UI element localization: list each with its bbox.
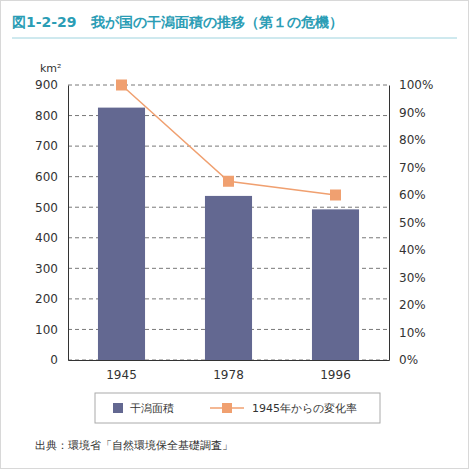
marker (116, 80, 127, 91)
title: 図1-2-29 我が国の干潟面積の推移（第１の危機） (12, 14, 343, 30)
y-tick-label: 400 (35, 231, 58, 245)
title-rule (12, 38, 457, 39)
marker (330, 190, 341, 201)
y-tick: 0 (50, 353, 68, 367)
y-axis-line (68, 86, 69, 361)
bar (205, 196, 252, 360)
y2-tick-label: 80% (399, 133, 426, 147)
y-tick-label: 100 (35, 323, 58, 337)
y2-tick: 60% (389, 188, 426, 202)
y2-tick-label: 100% (399, 78, 433, 92)
bar (312, 209, 359, 360)
y2-tick: 20% (389, 298, 426, 312)
legend-frame (95, 393, 380, 423)
legend-label: 1945年からの変化率 (252, 402, 357, 415)
legend: 干潟面積 1945年からの変化率 (95, 393, 380, 423)
y-tick-label: 600 (35, 170, 58, 184)
marks (98, 80, 359, 361)
line (122, 85, 336, 195)
y2-axis-line (389, 86, 390, 361)
y-tick-label: 0 (50, 353, 58, 367)
y2-tick: 40% (389, 243, 426, 257)
x-axis: 1945 1978 1996 (69, 360, 390, 382)
y-tick-label: 900 (35, 78, 58, 92)
x-axis-line (69, 360, 390, 361)
line-series (116, 80, 341, 201)
legend-item: 干潟面積 (113, 402, 174, 415)
y-tick-label: 500 (35, 201, 58, 215)
y2-tick: 0% (389, 353, 418, 367)
y-tick: 900 (35, 78, 68, 92)
y-tick: 800 (35, 109, 68, 123)
y2-tick-label: 90% (399, 106, 426, 120)
bar-series (98, 108, 359, 360)
y2-tick-label: 40% (399, 243, 426, 257)
x-tick-label: 1978 (213, 368, 244, 382)
y2-tick-label: 50% (399, 216, 426, 230)
x-tick: 1978 (213, 360, 244, 382)
marker (223, 176, 234, 187)
y2-tick-label: 60% (399, 188, 426, 202)
y2-tick: 30% (389, 271, 426, 285)
y2-tick-label: 70% (399, 161, 426, 175)
legend-item: 1945年からの変化率 (210, 402, 357, 415)
x-tick-label: 1996 (320, 368, 351, 382)
grid (68, 85, 389, 360)
y-tick: 600 (35, 170, 68, 184)
y-tick: 100 (35, 323, 68, 337)
y-axis-label: km² (40, 62, 62, 75)
legend-swatch (113, 403, 123, 413)
y2-tick: 70% (389, 161, 426, 175)
y2-tick: 90% (389, 106, 426, 120)
y-tick: 700 (35, 139, 68, 153)
y2-axis: 0% 10% 20% 30% 40% 50% 60% 70% 80% 90% 100% (389, 78, 433, 367)
y-tick: 200 (35, 292, 68, 306)
y2-tick-label: 10% (399, 326, 426, 340)
y-tick-label: 700 (35, 139, 58, 153)
y2-tick-label: 20% (399, 298, 426, 312)
y-tick-label: 300 (35, 262, 58, 276)
y2-tick: 80% (389, 133, 426, 147)
legend-marker (222, 403, 232, 413)
y-tick: 300 (35, 262, 68, 276)
y-axis: 0 100 200 300 400 500 600 700 800 900 (35, 78, 68, 367)
y-tick: 400 (35, 231, 68, 245)
x-tick-label: 1945 (106, 368, 137, 382)
y2-tick: 50% (389, 216, 426, 230)
plot: 0 100 200 300 400 500 600 700 800 900 0% 10% 20% 30% 4… (35, 78, 433, 381)
y-tick-label: 800 (35, 109, 58, 123)
y-tick: 500 (35, 201, 68, 215)
y2-tick-label: 0% (399, 353, 418, 367)
y2-tick: 10% (389, 326, 426, 340)
y-tick-label: 200 (35, 292, 58, 306)
bar (98, 108, 145, 360)
x-tick: 1945 (106, 360, 137, 382)
source: 出典：環境省「自然環境保全基礎調査」 (35, 439, 233, 452)
background (1, 1, 469, 469)
y2-tick: 100% (389, 78, 433, 92)
y2-tick-label: 30% (399, 271, 426, 285)
chart: 図1-2-29 我が国の干潟面積の推移（第１の危機） km² 0 100 200 300 4… (0, 0, 469, 469)
legend-label: 干潟面積 (130, 402, 174, 415)
x-tick: 1996 (320, 360, 351, 382)
